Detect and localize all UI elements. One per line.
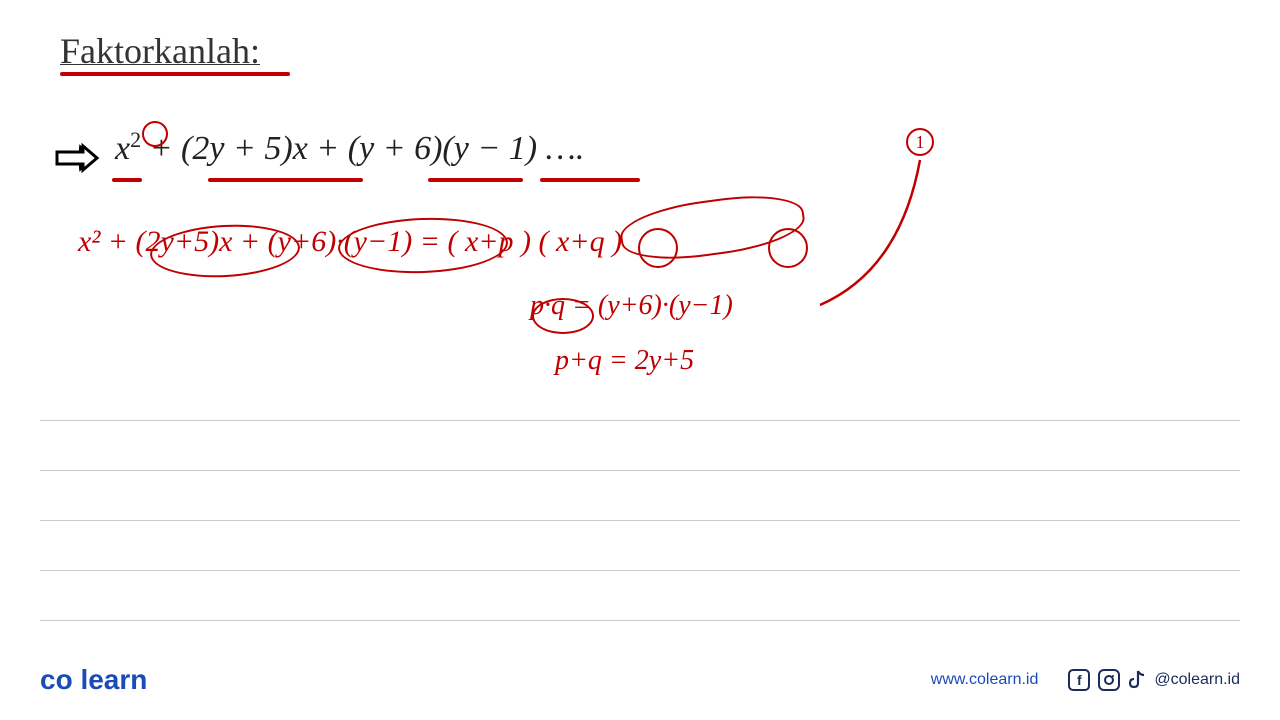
website-url: www.colearn.id (931, 671, 1039, 689)
brand-logo: co learn (40, 664, 147, 696)
social-links: f @colearn.id (1068, 669, 1240, 691)
ruled-line (40, 570, 1240, 571)
oval-annotation-6 (532, 298, 594, 334)
equation-sup: 2 (130, 127, 141, 152)
ruled-line (40, 470, 1240, 471)
ruled-line (40, 520, 1240, 521)
title-red-underline (60, 72, 290, 76)
connecting-curve (800, 150, 950, 330)
social-handle: @colearn.id (1154, 671, 1240, 689)
main-equation: x2 + (2y + 5)x + (y + 6)(y − 1) …. (115, 130, 584, 168)
handwriting-line-3: p+q = 2y+5 (555, 345, 694, 377)
footer-right: www.colearn.id f @colearn.id (931, 669, 1240, 691)
red-underline-4 (540, 178, 640, 182)
tiktok-icon (1128, 669, 1146, 691)
red-underline-2 (208, 178, 363, 182)
arrow-icon (55, 140, 103, 176)
red-underline-3 (428, 178, 523, 182)
circle-around-exponent (142, 121, 168, 147)
page-title: Faktorkanlah: (60, 30, 260, 72)
ruled-line (40, 620, 1240, 621)
page-footer: co learn www.colearn.id f @colearn.id (0, 660, 1280, 700)
facebook-icon: f (1068, 669, 1090, 691)
ruled-line (40, 420, 1240, 421)
instagram-icon (1098, 669, 1120, 691)
equation-rest: + (2y + 5)x + (y + 6)(y − 1) …. (141, 130, 584, 167)
red-underline-1 (112, 178, 142, 182)
equation-x: x (115, 130, 130, 167)
